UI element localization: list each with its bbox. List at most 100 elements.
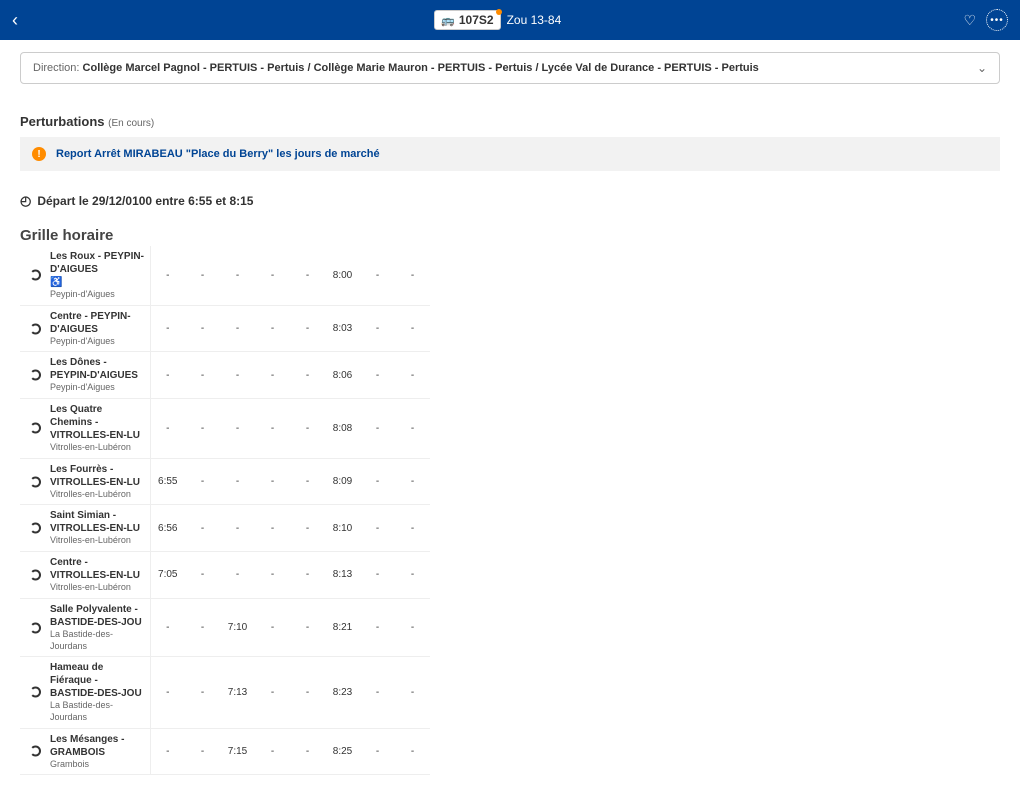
time-cell: - xyxy=(255,458,290,505)
direction-label: Direction: xyxy=(33,62,79,74)
time-cell: - xyxy=(255,505,290,552)
back-button[interactable]: ‹ xyxy=(12,10,32,31)
stop-name: Saint Simian - VITROLLES-EN-LU xyxy=(50,509,146,535)
stop-cell[interactable]: Les Roux - PEYPIN-D'AIGUES♿Peypin-d'Aigu… xyxy=(20,246,150,305)
time-cell: - xyxy=(185,399,220,459)
time-cell: - xyxy=(290,246,325,305)
header-actions: ♡ ••• xyxy=(963,9,1008,31)
time-cell: - xyxy=(395,598,430,656)
stop-cell[interactable]: Centre - VITROLLES-EN-LUVitrolles-en-Lub… xyxy=(20,552,150,599)
stop-cell[interactable]: Les Mésanges - GRAMBOISGrambois xyxy=(20,728,150,775)
table-row: Saint Simian - VITROLLES-EN-LUVitrolles-… xyxy=(20,505,430,552)
time-cell: - xyxy=(290,552,325,599)
time-cell: - xyxy=(150,657,185,728)
time-cell: - xyxy=(290,657,325,728)
stop-cell[interactable]: Salle Polyvalente - BASTIDE-DES-JOULa Ba… xyxy=(20,598,150,656)
time-cell: - xyxy=(185,246,220,305)
time-cell: - xyxy=(290,399,325,459)
stop-city: Vitrolles-en-Lubéron xyxy=(50,442,146,454)
wheelchair-icon: ♿ xyxy=(50,276,146,289)
route-badge: 🚌 107S2 xyxy=(434,10,500,30)
time-cell: - xyxy=(360,458,395,505)
stop-name: Centre - VITROLLES-EN-LU xyxy=(50,556,146,582)
time-cell: 8:10 xyxy=(325,505,360,552)
table-row: Les Mésanges - GRAMBOISGrambois--7:15--8… xyxy=(20,728,430,775)
stop-cell[interactable]: Les Fourrès - VITROLLES-EN-LUVitrolles-e… xyxy=(20,458,150,505)
time-cell: 8:25 xyxy=(325,728,360,775)
time-cell: 7:13 xyxy=(220,657,255,728)
time-cell: - xyxy=(150,399,185,459)
timetable: Les Roux - PEYPIN-D'AIGUES♿Peypin-d'Aigu… xyxy=(20,246,430,775)
alert-icon: ! xyxy=(32,147,46,161)
stop-marker-icon xyxy=(30,746,41,757)
time-cell: 7:10 xyxy=(220,598,255,656)
time-cell: 7:05 xyxy=(150,552,185,599)
stop-name: Les Fourrès - VITROLLES-EN-LU xyxy=(50,463,146,489)
stop-marker-icon xyxy=(30,270,41,281)
stop-cell[interactable]: Centre - PEYPIN-D'AIGUESPeypin-d'Aigues xyxy=(20,305,150,352)
time-cell: - xyxy=(255,598,290,656)
time-cell: - xyxy=(185,657,220,728)
time-cell: - xyxy=(220,305,255,352)
stop-cell[interactable]: Les Dônes - PEYPIN-D'AIGUESPeypin-d'Aigu… xyxy=(20,352,150,399)
stop-city: Vitrolles-en-Lubéron xyxy=(50,489,146,501)
time-cell: - xyxy=(395,246,430,305)
time-cell: - xyxy=(290,352,325,399)
time-cell: - xyxy=(360,552,395,599)
direction-value: Collège Marcel Pagnol - PERTUIS - Pertui… xyxy=(83,62,759,74)
alert-dot-icon xyxy=(496,9,502,15)
stop-marker-icon xyxy=(30,622,41,633)
time-cell: - xyxy=(395,552,430,599)
time-cell: - xyxy=(395,305,430,352)
time-cell: - xyxy=(255,305,290,352)
table-row: Centre - PEYPIN-D'AIGUESPeypin-d'Aigues-… xyxy=(20,305,430,352)
time-cell: - xyxy=(255,657,290,728)
time-cell: - xyxy=(150,352,185,399)
time-cell: - xyxy=(220,399,255,459)
time-cell: 8:23 xyxy=(325,657,360,728)
time-cell: - xyxy=(395,399,430,459)
main-content: Direction: Collège Marcel Pagnol - PERTU… xyxy=(0,40,1020,787)
time-cell: - xyxy=(150,598,185,656)
time-cell: - xyxy=(290,598,325,656)
time-cell: - xyxy=(360,305,395,352)
stop-cell[interactable]: Les Quatre Chemins - VITROLLES-EN-LUVitr… xyxy=(20,399,150,459)
clock-icon: ◴ xyxy=(20,193,31,209)
alert-row[interactable]: ! Report Arrêt MIRABEAU "Place du Berry"… xyxy=(20,137,1000,171)
time-cell: - xyxy=(360,399,395,459)
stop-cell[interactable]: Saint Simian - VITROLLES-EN-LUVitrolles-… xyxy=(20,505,150,552)
stop-marker-icon xyxy=(30,323,41,334)
more-icon[interactable]: ••• xyxy=(986,9,1008,31)
time-cell: - xyxy=(360,598,395,656)
stop-marker-icon xyxy=(30,476,41,487)
time-cell: 8:00 xyxy=(325,246,360,305)
time-cell: - xyxy=(395,505,430,552)
stop-name: Les Quatre Chemins - VITROLLES-EN-LU xyxy=(50,403,146,442)
table-row: Salle Polyvalente - BASTIDE-DES-JOULa Ba… xyxy=(20,598,430,656)
time-cell: - xyxy=(150,728,185,775)
time-cell: - xyxy=(290,728,325,775)
time-cell: 8:09 xyxy=(325,458,360,505)
time-cell: - xyxy=(185,598,220,656)
stop-city: Peypin-d'Aigues xyxy=(50,382,146,394)
table-row: Les Dônes - PEYPIN-D'AIGUESPeypin-d'Aigu… xyxy=(20,352,430,399)
time-cell: 6:56 xyxy=(150,505,185,552)
direction-selector[interactable]: Direction: Collège Marcel Pagnol - PERTU… xyxy=(20,52,1000,84)
time-cell: - xyxy=(255,728,290,775)
time-cell: - xyxy=(395,657,430,728)
time-cell: - xyxy=(395,728,430,775)
departure-text: Départ le 29/12/0100 entre 6:55 et 8:15 xyxy=(37,194,253,208)
time-cell: - xyxy=(185,458,220,505)
favorite-icon[interactable]: ♡ xyxy=(963,12,976,29)
stop-marker-icon xyxy=(30,687,41,698)
stop-marker-icon xyxy=(30,569,41,580)
stop-name: Les Mésanges - GRAMBOIS xyxy=(50,733,146,759)
time-cell: - xyxy=(185,505,220,552)
departure-info: ◴ Départ le 29/12/0100 entre 6:55 et 8:1… xyxy=(20,193,1000,209)
time-cell: - xyxy=(220,246,255,305)
alert-text: Report Arrêt MIRABEAU "Place du Berry" l… xyxy=(56,148,380,160)
stop-city: Vitrolles-en-Lubéron xyxy=(50,535,146,547)
stop-cell[interactable]: Hameau de Fiéraque - BASTIDE-DES-JOULa B… xyxy=(20,657,150,728)
route-number: 107S2 xyxy=(459,13,494,27)
time-cell: - xyxy=(185,305,220,352)
